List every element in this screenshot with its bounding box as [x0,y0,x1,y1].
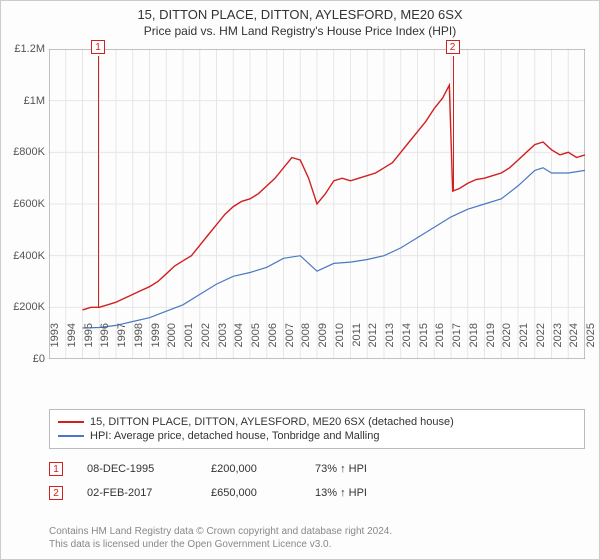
legend: 15, DITTON PLACE, DITTON, AYLESFORD, ME2… [49,409,585,449]
event-hpi: 13% ↑ HPI [315,487,395,499]
y-tick-label: £1.2M [0,43,45,55]
x-tick-label: 2017 [451,323,463,363]
event-number-box: 2 [49,486,63,500]
chart-area: £0£200K£400K£600K£800K£1M£1.2M1993199419… [49,49,585,359]
x-tick-label: 1996 [99,323,111,363]
x-tick-label: 2007 [284,323,296,363]
x-tick-label: 2004 [233,323,245,363]
x-tick-label: 2008 [300,323,312,363]
event-price: £650,000 [211,487,291,499]
y-tick-label: £200K [0,301,45,313]
x-tick-label: 2012 [367,323,379,363]
event-row: 1 08-DEC-1995 £200,000 73% ↑ HPI [49,457,585,481]
x-tick-label: 2018 [468,323,480,363]
legend-row: 15, DITTON PLACE, DITTON, AYLESFORD, ME2… [58,415,576,429]
x-tick-label: 2024 [568,323,580,363]
event-date: 08-DEC-1995 [87,463,187,475]
x-tick-label: 2013 [384,323,396,363]
footer-line1: Contains HM Land Registry data © Crown c… [49,525,585,538]
event-number-box: 1 [49,462,63,476]
chart-container: 15, DITTON PLACE, DITTON, AYLESFORD, ME2… [0,0,600,560]
footer-line2: This data is licensed under the Open Gov… [49,538,585,551]
x-tick-label: 2020 [501,323,513,363]
event-marker-box: 2 [446,40,460,54]
chart-title: 15, DITTON PLACE, DITTON, AYLESFORD, ME2… [1,1,599,22]
event-date: 02-FEB-2017 [87,487,187,499]
x-tick-label: 1999 [150,323,162,363]
x-tick-label: 2001 [183,323,195,363]
chart-subtitle: Price paid vs. HM Land Registry's House … [1,22,599,42]
event-row: 2 02-FEB-2017 £650,000 13% ↑ HPI [49,481,585,505]
event-marker-box: 1 [91,40,105,54]
x-tick-label: 2025 [585,323,597,363]
x-tick-label: 1995 [83,323,95,363]
x-tick-label: 2000 [166,323,178,363]
event-price: £200,000 [211,463,291,475]
x-tick-label: 1993 [49,323,61,363]
line-chart [49,49,585,359]
x-tick-label: 2003 [217,323,229,363]
legend-row: HPI: Average price, detached house, Tonb… [58,429,576,443]
x-tick-label: 1994 [66,323,78,363]
x-tick-label: 2023 [552,323,564,363]
x-tick-label: 1997 [116,323,128,363]
x-tick-label: 2014 [401,323,413,363]
x-tick-label: 2011 [351,323,363,363]
x-tick-label: 2016 [434,323,446,363]
x-tick-label: 2006 [267,323,279,363]
x-tick-label: 2022 [535,323,547,363]
event-hpi: 73% ↑ HPI [315,463,395,475]
x-tick-label: 2010 [334,323,346,363]
y-tick-label: £0 [0,353,45,365]
x-tick-label: 1998 [133,323,145,363]
footer-attribution: Contains HM Land Registry data © Crown c… [49,525,585,551]
x-tick-label: 2021 [518,323,530,363]
legend-swatch [58,421,84,423]
x-tick-label: 2005 [250,323,262,363]
legend-swatch [58,435,84,437]
x-tick-label: 2019 [485,323,497,363]
x-tick-label: 2015 [418,323,430,363]
y-tick-label: £600K [0,198,45,210]
x-tick-label: 2009 [317,323,329,363]
y-tick-label: £1M [0,95,45,107]
y-tick-label: £400K [0,250,45,262]
event-marker-line [453,56,454,191]
event-table: 1 08-DEC-1995 £200,000 73% ↑ HPI 2 02-FEB-201… [49,457,585,505]
legend-label: 15, DITTON PLACE, DITTON, AYLESFORD, ME2… [90,416,454,428]
y-tick-label: £800K [0,146,45,158]
event-marker-line [98,56,99,307]
legend-label: HPI: Average price, detached house, Tonb… [90,430,379,442]
x-tick-label: 2002 [200,323,212,363]
